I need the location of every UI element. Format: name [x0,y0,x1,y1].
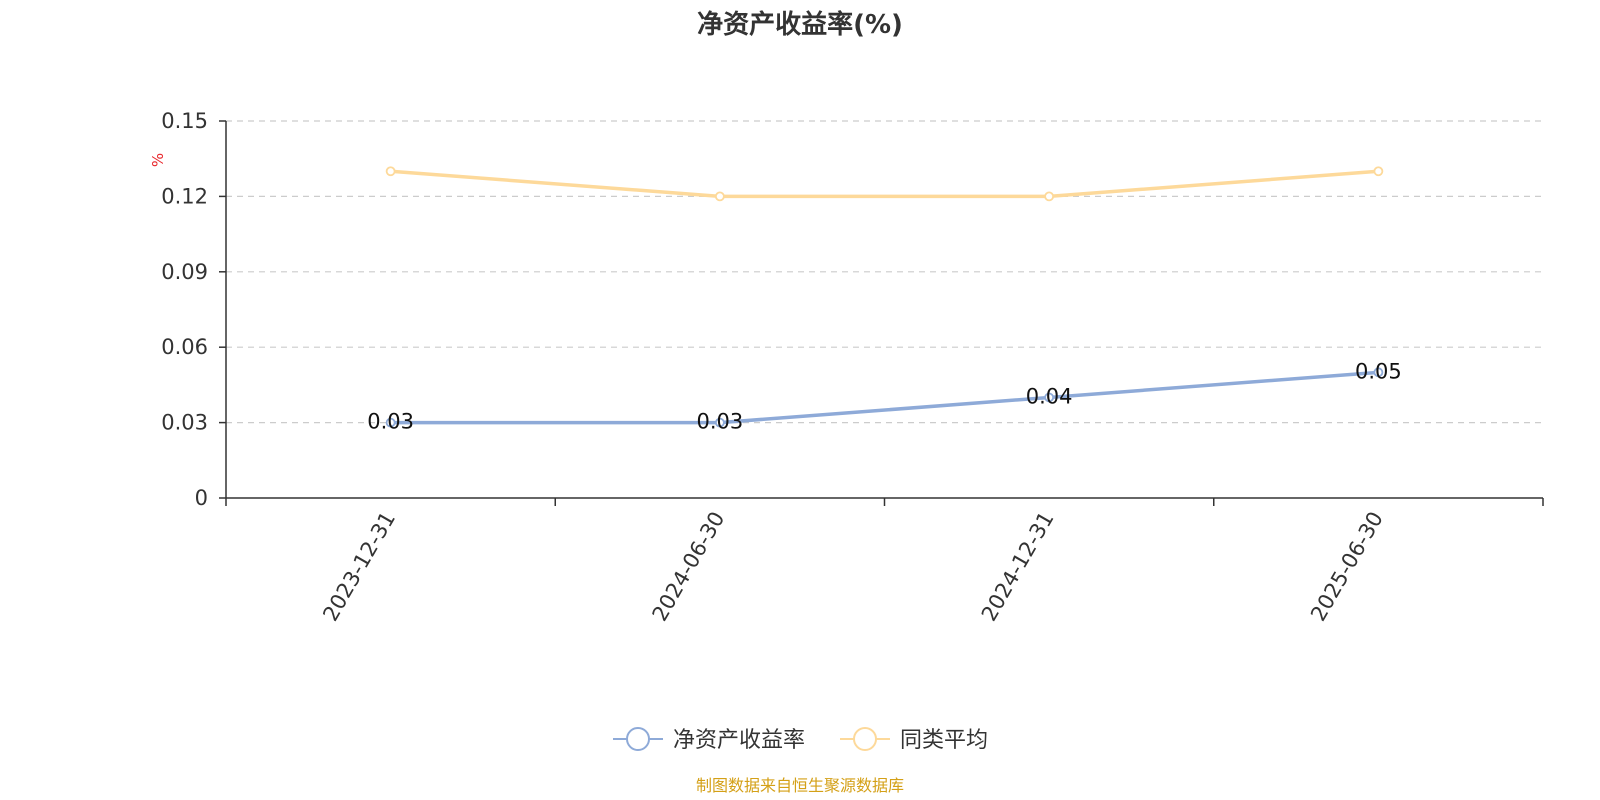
grid-lines [226,120,1543,424]
y-tick-label: 0.09 [161,260,208,284]
series-lines [385,166,1384,428]
data-label: 0.03 [696,410,743,434]
data-label: 0.04 [1026,384,1073,408]
chart-title: 净资产收益率(%) [697,9,903,40]
legend-item[interactable]: 净资产收益率 [613,727,805,753]
data-label: 0.03 [367,410,414,434]
y-tick-label: 0.15 [161,109,208,133]
x-tick-label: 2024-06-30 [648,508,730,626]
legend[interactable]: 净资产收益率 同类平均 [613,727,988,753]
data-point [714,417,725,428]
y-axis-unit-label: % [149,153,167,167]
y-tick-label: 0.06 [161,335,208,359]
data-label: 0.05 [1355,359,1402,383]
data-point [385,166,396,177]
y-tick-label: 0.12 [161,184,208,208]
series-line [388,370,1381,425]
legend-label: 同类平均 [900,728,988,753]
data-source-note: 制图数据来自恒生聚源数据库 [696,776,904,795]
data-labels: 0.03 0.03 0.04 0.05 [367,359,1402,433]
legend-circle-icon [626,727,650,751]
data-point [1044,191,1055,202]
x-tick-label: 2025-06-30 [1306,508,1388,626]
data-point [1044,392,1055,403]
legend-circle-icon [853,727,877,751]
series-line [388,169,1381,199]
data-point [1373,166,1384,177]
x-tick-label: 2024-12-31 [977,508,1059,626]
y-tick-label: 0.03 [161,411,208,435]
data-point [385,417,396,428]
legend-item[interactable]: 同类平均 [840,727,988,753]
x-tick-label: 2023-12-31 [318,508,400,626]
legend-label: 净资产收益率 [673,728,805,753]
axes: 0 0.03 0.06 0.09 0.12 0.15 2023-12-31 2024-06-3… [161,109,1544,626]
y-tick-label: 0 [195,486,208,510]
data-point [1373,367,1384,378]
data-point [714,191,725,202]
